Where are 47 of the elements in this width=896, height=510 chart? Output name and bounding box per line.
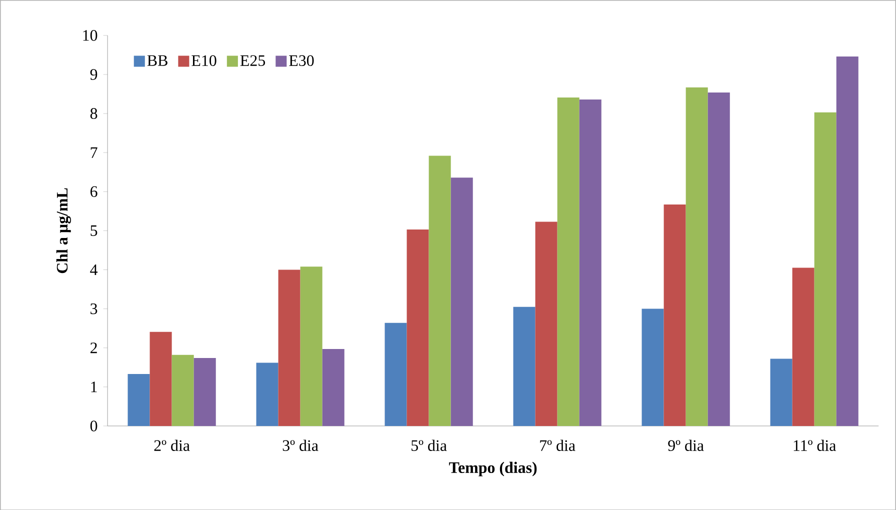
x-tick-label: 2º dia [154, 440, 190, 451]
y-tick-label: 7 [90, 147, 98, 158]
bar [557, 97, 580, 426]
bar [384, 322, 407, 426]
bar [128, 374, 150, 426]
y-tick-label: 5 [90, 225, 98, 236]
y-tick-label: 2 [90, 342, 97, 353]
bar [278, 270, 300, 426]
legend-label: E10 [192, 55, 216, 66]
y-tick-label: 0 [90, 420, 98, 432]
bar [814, 112, 836, 426]
y-tick-label: 1 [91, 381, 97, 392]
x-tick-label: 5º dia [412, 440, 447, 451]
bar [406, 229, 429, 426]
x-axis-title: Tempo (dias) [449, 462, 537, 476]
y-axis-title: Chl a µg/mL [56, 188, 71, 273]
bar [428, 155, 451, 426]
x-tick-label: 3º dia [282, 440, 318, 451]
bar [579, 99, 602, 426]
y-tick-label: 4 [90, 264, 98, 275]
bar [642, 308, 664, 426]
legend-label: BB [147, 55, 168, 66]
bar [708, 92, 730, 426]
y-tick-label: 3 [90, 303, 98, 314]
bar [172, 354, 194, 426]
y-tick-label: 10 [83, 30, 98, 41]
bar [322, 348, 344, 426]
legend-label: E25 [240, 55, 266, 66]
x-tick-label: 9º dia [668, 440, 704, 451]
y-tick-label: 9 [90, 68, 98, 80]
bar [194, 358, 216, 426]
bar [300, 266, 322, 426]
y-tick-label: 8 [90, 108, 98, 119]
bar [836, 56, 858, 426]
bar [150, 332, 172, 426]
bar [792, 268, 814, 426]
bar [535, 221, 558, 426]
bar [770, 358, 792, 426]
bar [450, 177, 473, 426]
bar [686, 87, 708, 426]
legend-label: E30 [289, 55, 314, 66]
bar [256, 362, 278, 426]
bar [664, 204, 686, 426]
y-tick-label: 6 [90, 186, 98, 197]
bar [513, 306, 536, 426]
x-tick-label: 7º dia [540, 440, 576, 451]
x-tick-label: 11º dia [794, 440, 836, 451]
